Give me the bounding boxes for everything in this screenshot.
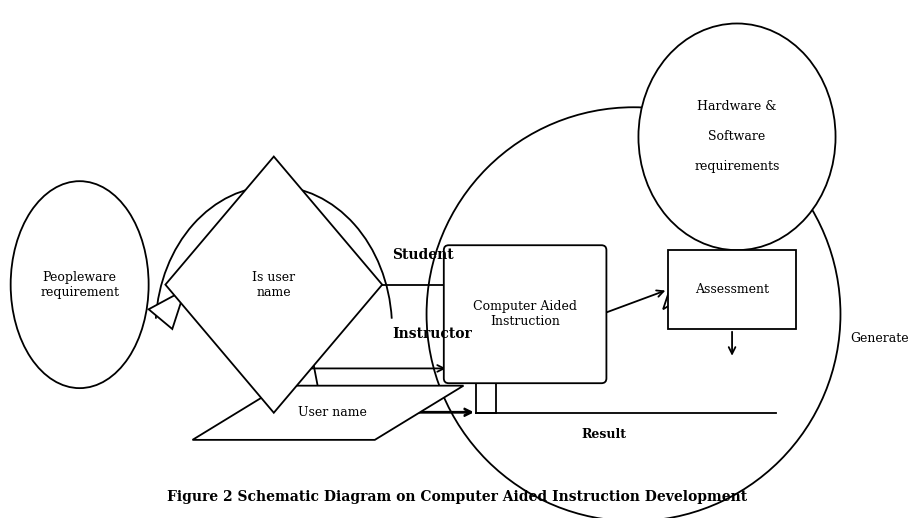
Text: Hardware &

Software

requirements: Hardware & Software requirements (694, 100, 780, 173)
Text: Instructor: Instructor (392, 327, 472, 341)
Polygon shape (165, 157, 382, 413)
Text: Computer Aided
Instruction: Computer Aided Instruction (473, 300, 577, 328)
Polygon shape (663, 265, 702, 310)
Polygon shape (149, 290, 186, 329)
Text: User name: User name (298, 406, 367, 419)
Text: Is user
name: Is user name (252, 270, 295, 299)
Text: Assessment: Assessment (695, 283, 769, 296)
Circle shape (426, 107, 841, 521)
Ellipse shape (639, 23, 835, 250)
Text: Figure 2 Schematic Diagram on Computer Aided Instruction Development: Figure 2 Schematic Diagram on Computer A… (167, 490, 747, 504)
Text: Generate: Generate (850, 333, 909, 346)
Polygon shape (193, 386, 463, 440)
Text: Peopleware
requirement: Peopleware requirement (40, 270, 119, 299)
Text: Student: Student (392, 248, 454, 262)
Text: Result: Result (581, 428, 627, 441)
Bar (668, 250, 797, 329)
FancyBboxPatch shape (444, 245, 606, 383)
Ellipse shape (11, 181, 149, 388)
